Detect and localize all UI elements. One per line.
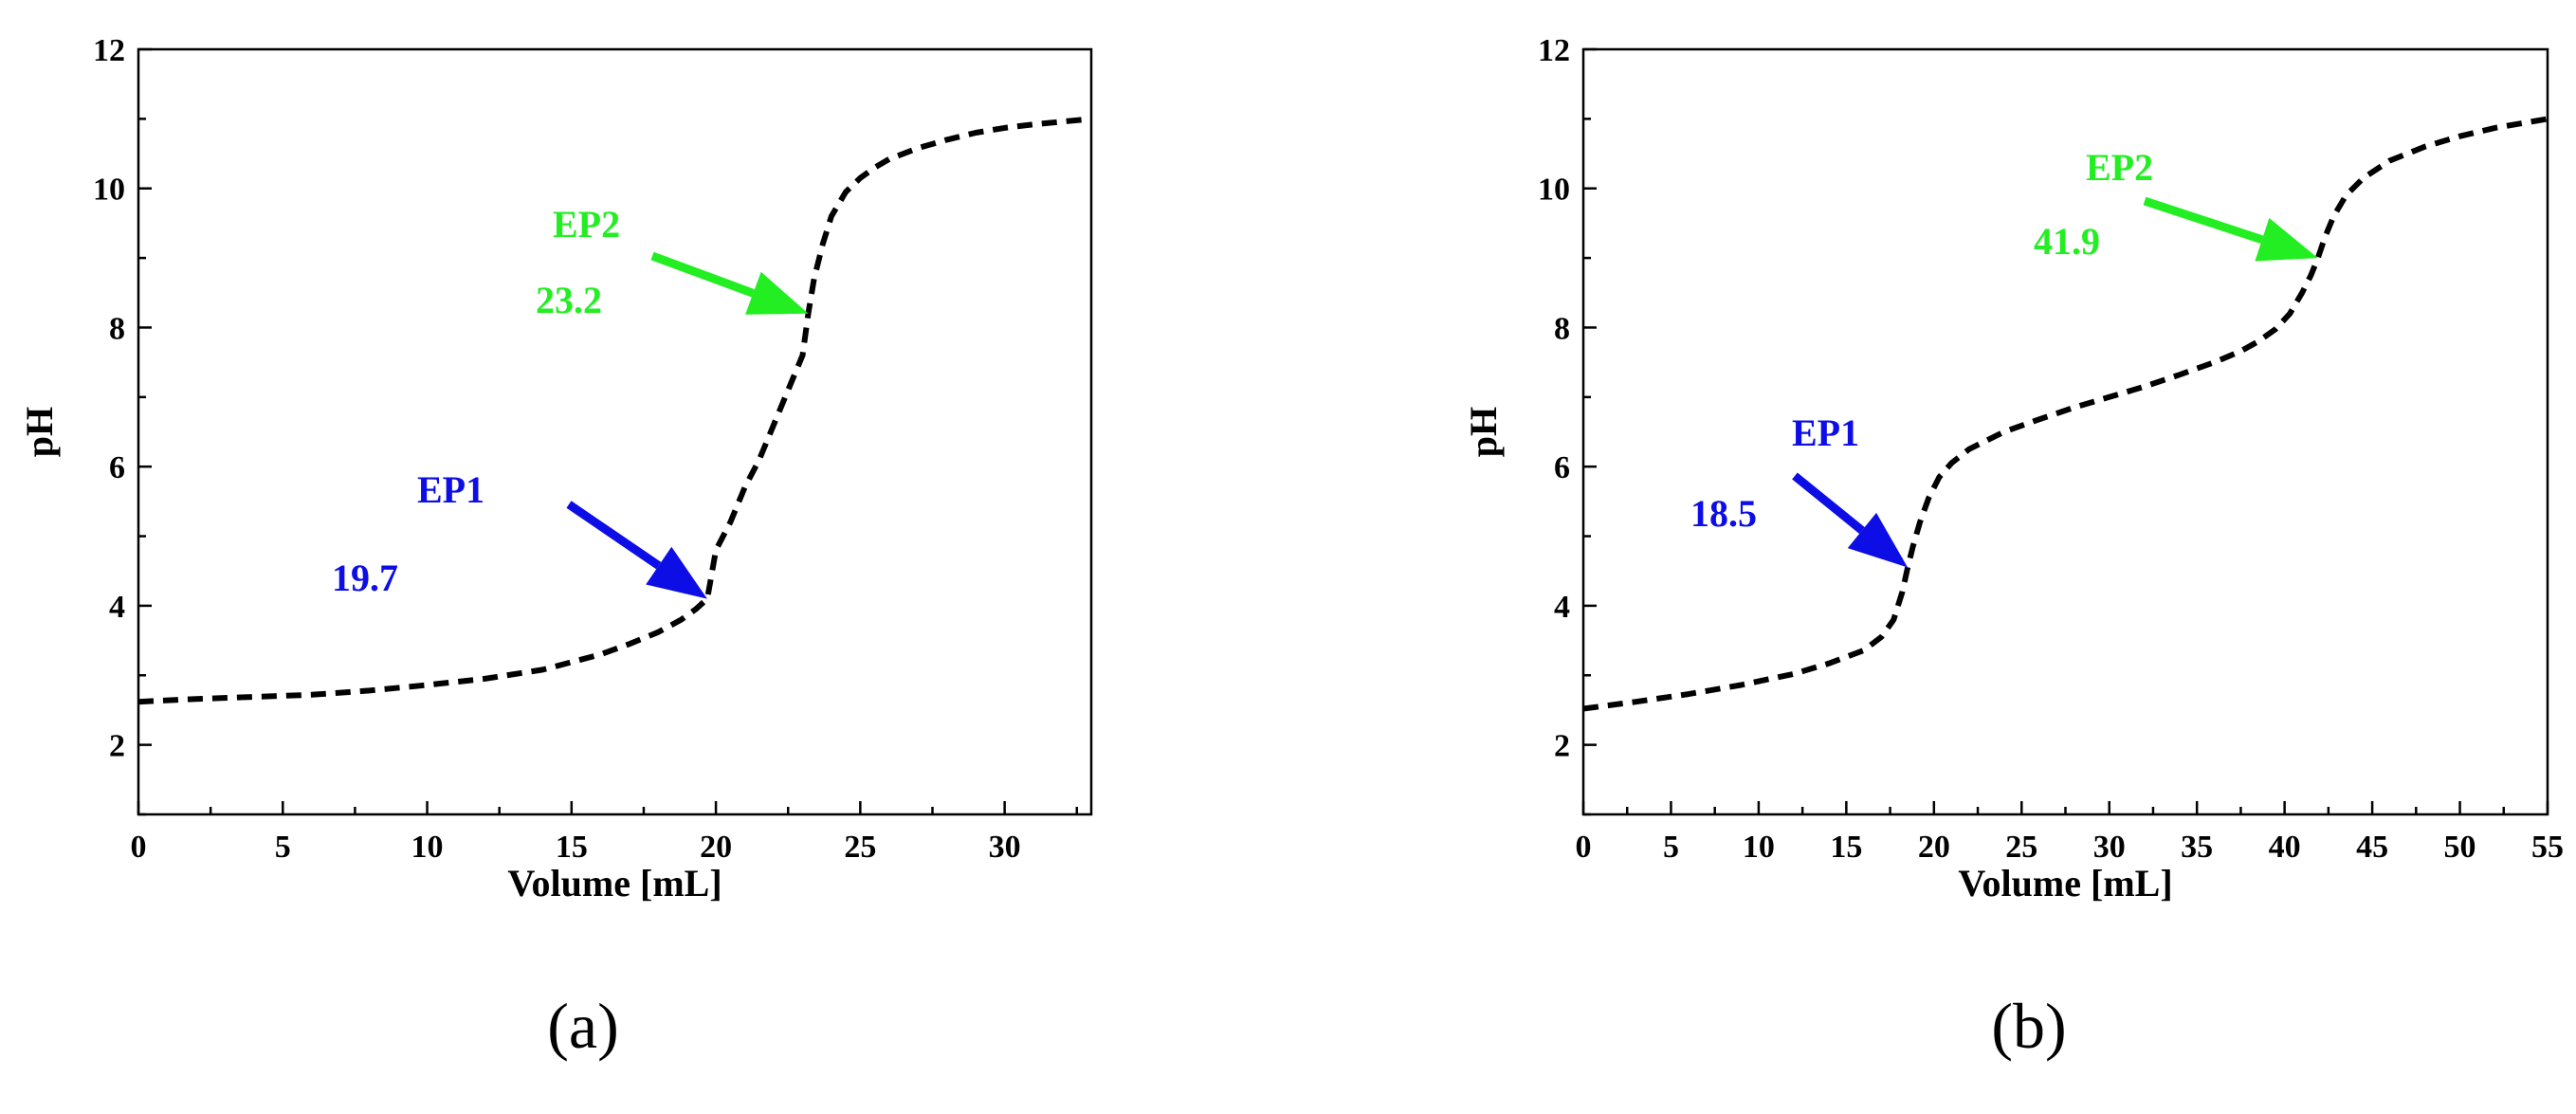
plot-frame <box>137 47 1093 816</box>
panel-b: 0 5 10 15 20 25 30 35 40 45 50 55 2 4 6 8 10 12 Volume [mL… <box>1462 33 2564 1062</box>
arrow-head <box>1847 512 1909 568</box>
y-axis-title: pH <box>18 407 61 457</box>
arrow-shaft <box>650 251 755 298</box>
x-tick-label: 25 <box>2005 830 2037 865</box>
x-tick-label: 5 <box>1663 830 1679 865</box>
x-tick-label: 10 <box>411 830 444 865</box>
x-tick-label: 10 <box>1743 830 1775 865</box>
x-axis-title: Volume [mL] <box>507 862 722 904</box>
y-tick-label: 12 <box>93 33 125 68</box>
x-tick-label: 30 <box>2093 830 2126 865</box>
y-tick-label: 4 <box>109 590 125 625</box>
ep-value: 18.5 <box>1690 492 1757 535</box>
y-tick-label: 10 <box>1538 173 1570 208</box>
panel-a: 0 5 10 15 20 25 30 2 4 6 8 10 12 Volume [mL] pH EP1 19.7… <box>18 33 1093 1062</box>
x-tick-label: 20 <box>700 830 732 865</box>
y-tick-label: 8 <box>109 311 125 346</box>
y-tick-label: 8 <box>1554 311 1570 346</box>
titration-curve <box>1582 116 2549 712</box>
panel-label: (a) <box>547 990 618 1062</box>
ep-label: EP2 <box>2086 146 2153 189</box>
arrow-head <box>646 546 707 599</box>
x-tick-label: 0 <box>1576 830 1592 865</box>
panel-label: (b) <box>1991 990 2066 1062</box>
y-tick-label: 4 <box>1554 590 1570 625</box>
ep-label: EP1 <box>417 468 484 511</box>
ep-value: 19.7 <box>332 557 398 599</box>
ep-value: 23.2 <box>536 279 602 321</box>
titration-curve <box>137 116 1092 705</box>
x-tick-label: 20 <box>1918 830 1950 865</box>
y-axis-title: pH <box>1462 407 1505 457</box>
x-tick-label: 15 <box>556 830 588 865</box>
x-tick-label: 55 <box>2531 830 2564 865</box>
x-tick-label: 45 <box>2356 830 2388 865</box>
ep-label: EP2 <box>553 203 620 246</box>
y-tick-label: 2 <box>1554 729 1570 764</box>
y-tick-label: 6 <box>1554 450 1570 485</box>
y-tick-label: 10 <box>93 173 125 208</box>
x-tick-label: 0 <box>131 830 147 865</box>
arrow-head <box>745 271 809 315</box>
x-tick-label: 40 <box>2269 830 2301 865</box>
ep-label: EP1 <box>1792 411 1859 454</box>
x-tick-label: 25 <box>844 830 876 865</box>
y-tick-label: 2 <box>109 729 125 764</box>
x-tick-label: 50 <box>2444 830 2476 865</box>
y-tick-label: 6 <box>109 450 125 485</box>
plot-frame <box>1581 47 2549 816</box>
x-tick-label: 35 <box>2181 830 2213 865</box>
arrow-shaft <box>1792 472 1865 535</box>
x-tick-label: 30 <box>989 830 1021 865</box>
x-tick-label: 5 <box>275 830 291 865</box>
x-tick-label: 15 <box>1830 830 1862 865</box>
arrow-head <box>2255 217 2318 262</box>
arrow-shaft <box>566 501 662 570</box>
y-tick-label: 12 <box>1538 33 1570 68</box>
x-axis-title: Volume [mL] <box>1958 862 2172 904</box>
ep-value: 41.9 <box>2034 220 2100 263</box>
arrow-shaft <box>2143 196 2264 245</box>
